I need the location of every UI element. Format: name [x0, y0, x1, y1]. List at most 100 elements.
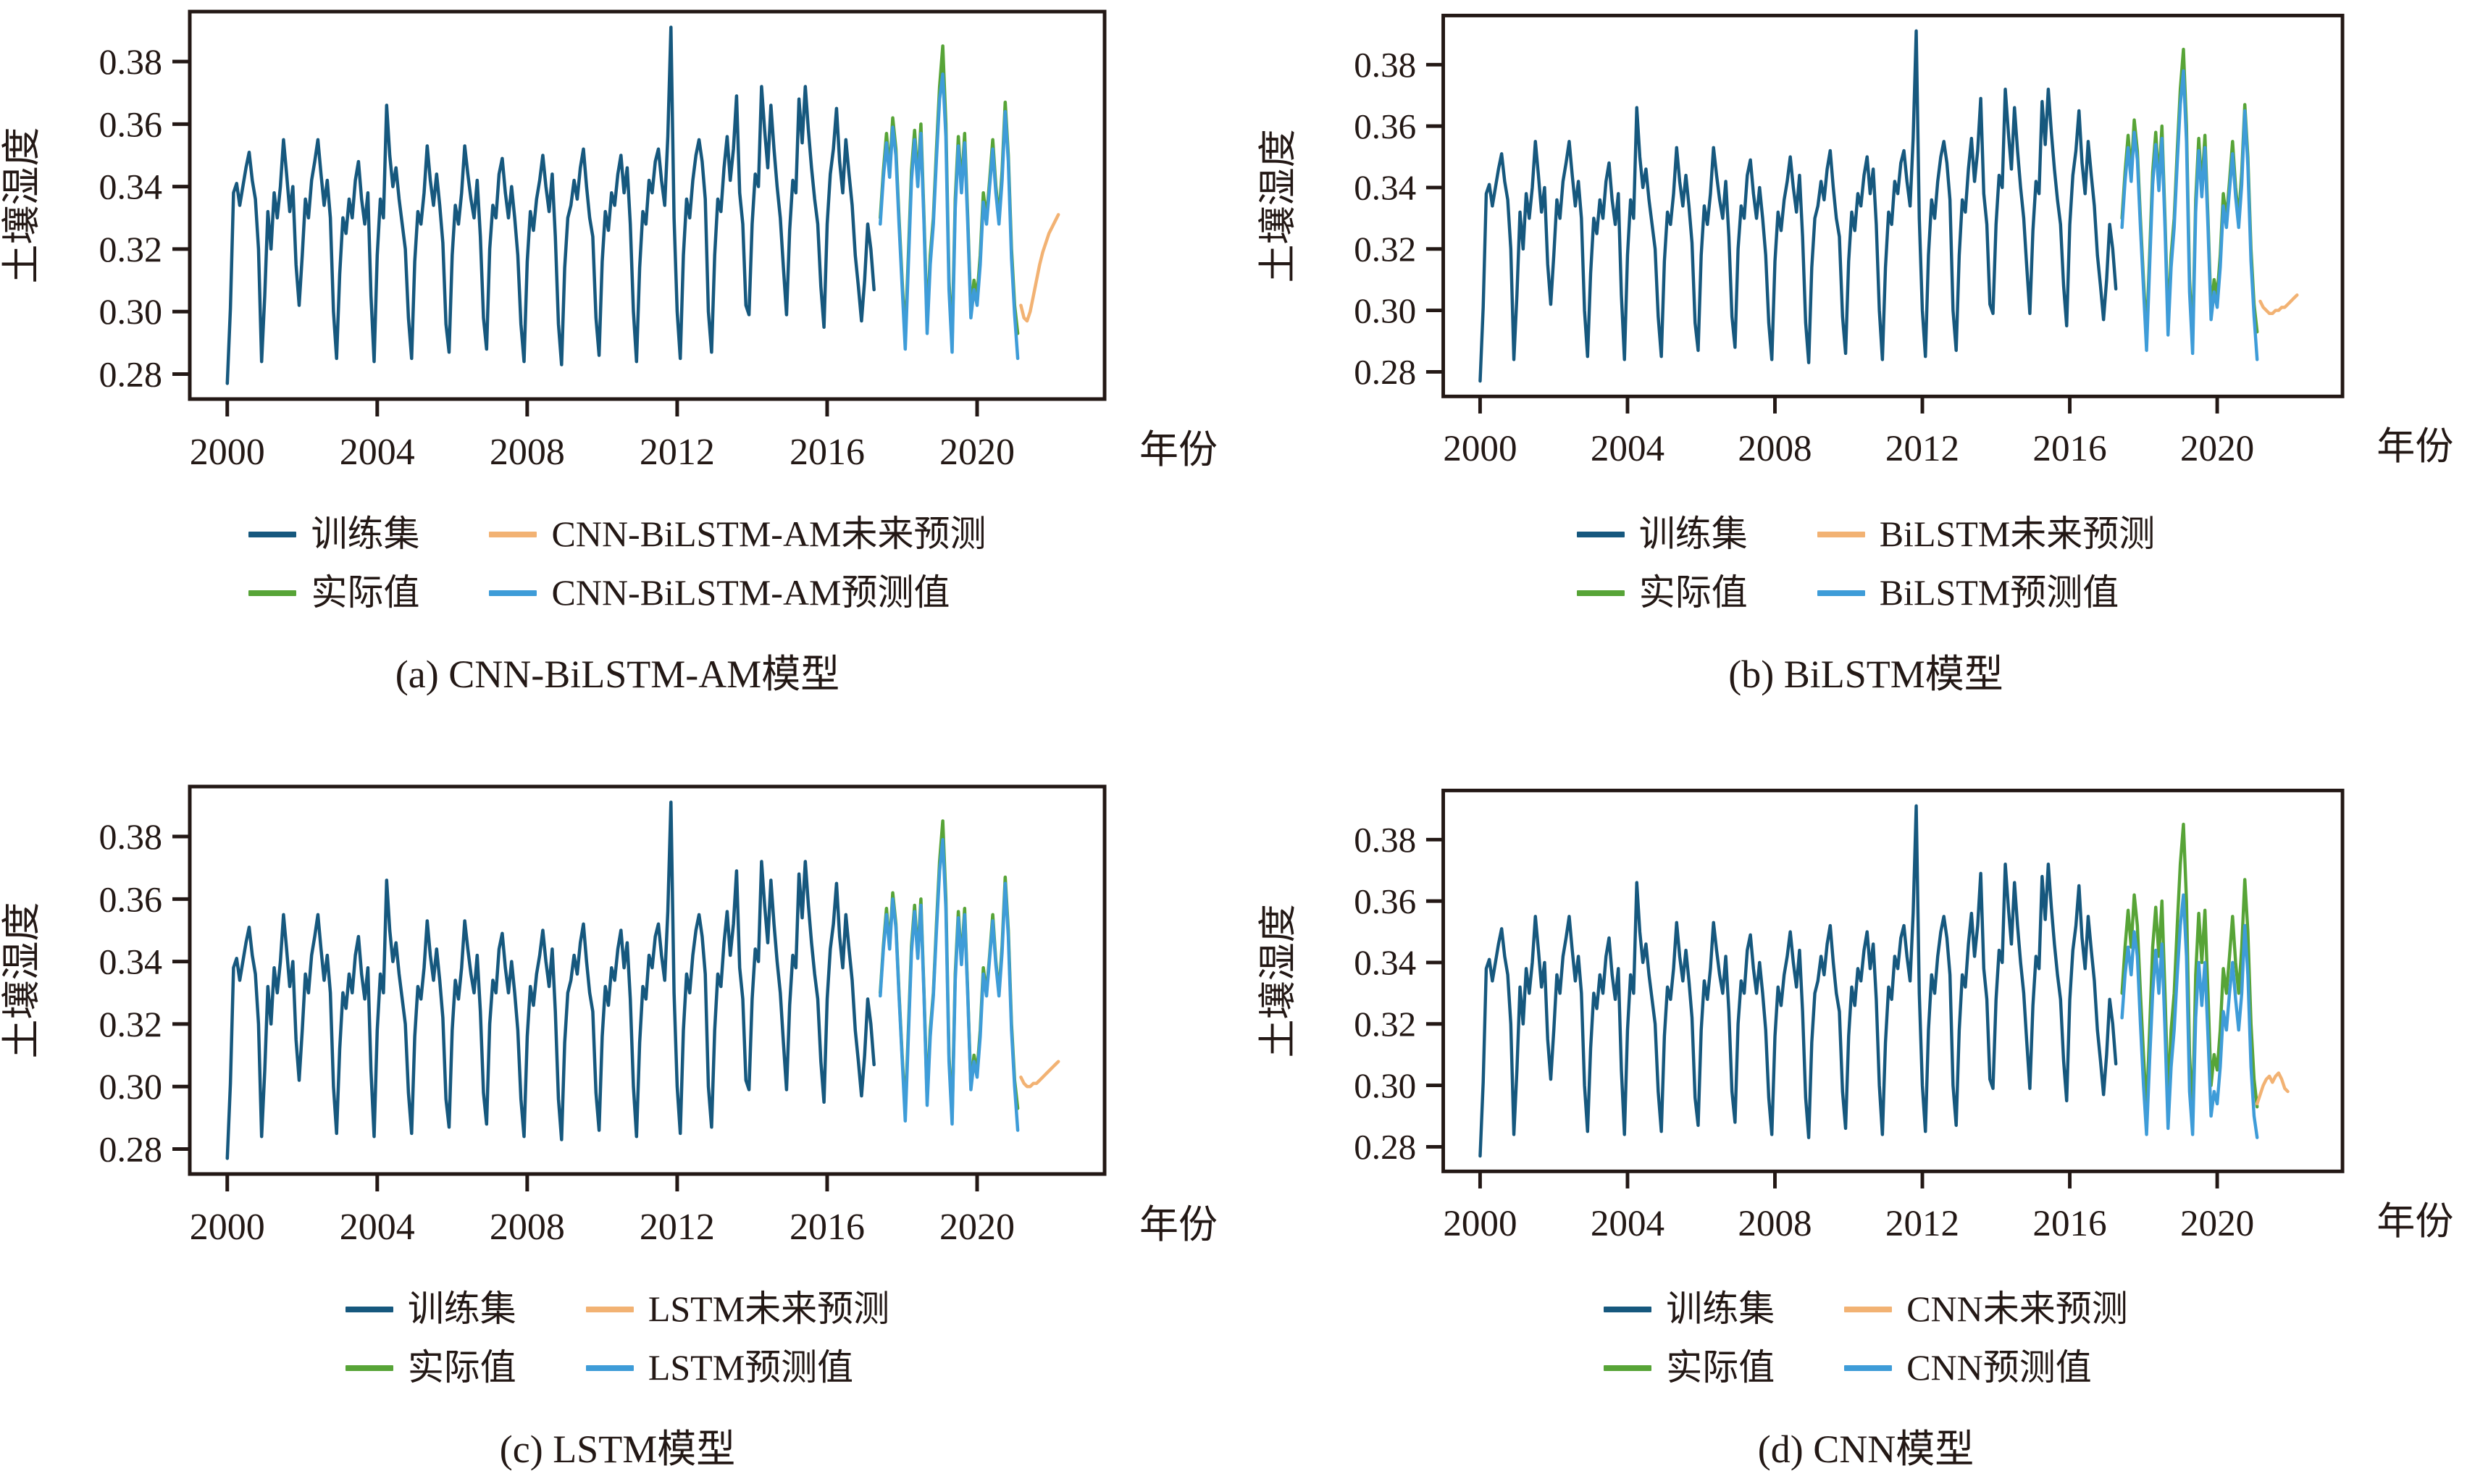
legend-swatch-actual: [1576, 590, 1625, 596]
legend-item-future: CNN-BiLSTM-AM未来预测: [489, 513, 987, 554]
future-prediction-line: [1019, 213, 1060, 323]
line-chart-lstm: 0.28 0.30 0.32 0.34 0.36 0.38 2000 2004 2008 2012…: [0, 784, 1218, 1248]
x-tick-label: 2004: [1591, 428, 1664, 469]
legend-label-training: 训练集: [407, 1288, 516, 1329]
x-tick-label: 2016: [2032, 1203, 2106, 1244]
y-tick-label: 0.36: [99, 104, 163, 144]
legend-swatch-training: [248, 531, 297, 537]
x-axis-title: 年份: [1139, 1203, 1218, 1246]
legend-swatch-predicted: [489, 590, 537, 596]
x-tick-label: 2020: [939, 432, 1015, 473]
y-tick-label: 0.30: [1354, 290, 1416, 330]
legend-swatch-future: [489, 531, 537, 537]
y-tick-label: 0.36: [1354, 106, 1416, 146]
legend-item-actual: 实际值: [345, 1347, 516, 1388]
y-axis-title: 土壤湿度: [0, 902, 43, 1059]
x-tick-label: 2020: [2180, 428, 2254, 469]
y-tick-label: 0.38: [99, 41, 163, 82]
y-tick-label: 0.28: [99, 353, 163, 394]
legend: 训练集 CNN未来预测 实际值 CNN预测值: [1257, 1289, 2475, 1388]
legend-label-actual: 实际值: [407, 1347, 516, 1388]
x-tick-label: 2004: [1591, 1203, 1664, 1244]
legend-item-training: 训练集: [1576, 513, 1748, 554]
y-axis: 0.28 0.30 0.32 0.34 0.36 0.38: [1354, 820, 1444, 1167]
x-tick-label: 2000: [1443, 1203, 1517, 1244]
y-tick-label: 0.34: [1354, 168, 1416, 208]
legend-label-actual: 实际值: [1666, 1347, 1775, 1388]
y-axis-title: 土壤湿度: [1257, 129, 1299, 282]
legend-item-actual: 实际值: [1604, 1348, 1775, 1388]
legend-label-predicted: BiLSTM预测值: [1879, 572, 2119, 613]
x-tick-label: 2000: [190, 1207, 265, 1248]
y-axis: 0.28 0.30 0.32 0.34 0.36 0.38: [99, 41, 190, 394]
x-tick-label: 2020: [939, 1207, 1015, 1248]
legend-label-future: CNN-BiLSTM-AM未来预测: [551, 513, 987, 554]
y-tick-label: 0.38: [1354, 820, 1416, 860]
legend-swatch-training: [1604, 1306, 1652, 1312]
legend-swatch-predicted: [1817, 590, 1865, 596]
legend-item-predicted: CNN预测值: [1844, 1348, 2128, 1388]
legend-label-future: BiLSTM未来预测: [1879, 513, 2156, 554]
legend-label-actual: 实际值: [311, 572, 420, 613]
x-axis-title: 年份: [1139, 428, 1218, 471]
legend-item-future: BiLSTM未来预测: [1817, 513, 2156, 554]
predicted-series-line: [879, 72, 1020, 361]
legend-label-future: CNN未来预测: [1906, 1288, 2128, 1329]
panel-caption: (d) CNN模型: [1757, 1428, 1974, 1471]
x-axis: 2000 2004 2008 2012 2016 2020: [1443, 1171, 2254, 1244]
legend-swatch-training: [1576, 531, 1625, 537]
predicted-series-line: [2120, 893, 2259, 1139]
legend-label-actual: 实际值: [1638, 572, 1748, 613]
x-tick-label: 2000: [1443, 428, 1517, 469]
x-tick-label: 2008: [490, 1207, 565, 1248]
future-prediction-line: [2255, 1071, 2290, 1106]
x-tick-label: 2004: [340, 1207, 415, 1248]
y-axis-title: 土壤湿度: [0, 127, 43, 284]
x-axis-title: 年份: [2376, 426, 2453, 468]
legend-item-training: 训练集: [345, 1288, 516, 1329]
panel-lstm: 0.28 0.30 0.32 0.34 0.36 0.38 2000 2004 2008 2012…: [0, 742, 1235, 1484]
legend-label-training: 训练集: [311, 513, 420, 554]
y-axis: 0.28 0.30 0.32 0.34 0.36 0.38: [99, 816, 190, 1169]
legend-label-training: 训练集: [1638, 513, 1748, 554]
legend-label-training: 训练集: [1666, 1288, 1775, 1329]
legend-swatch-future: [585, 1306, 634, 1312]
training-series-line: [1478, 29, 2118, 383]
x-axis: 2000 2004 2008 2012 2016 2020: [190, 399, 1015, 473]
legend-swatch-predicted: [585, 1364, 634, 1371]
y-tick-label: 0.32: [99, 229, 163, 269]
legend: 训练集 LSTM未来预测 实际值 LSTM预测值: [0, 1289, 1235, 1388]
y-tick-label: 0.34: [99, 167, 163, 207]
future-prediction-line: [2258, 293, 2299, 316]
plot-frame: [1441, 788, 2345, 1173]
plot-frame: [188, 9, 1107, 401]
training-series-line: [1478, 804, 2118, 1158]
y-tick-label: 0.34: [1354, 943, 1416, 983]
legend-item-actual: 实际值: [1576, 572, 1748, 613]
line-chart-cnn-bilstm-am: 0.28 0.30 0.32 0.34 0.36 0.38 2000 2004 2008 2012…: [0, 9, 1218, 473]
legend-swatch-training: [345, 1306, 393, 1312]
x-tick-label: 2012: [1885, 428, 1959, 469]
y-axis: 0.28 0.30 0.32 0.34 0.36 0.38: [1354, 45, 1444, 392]
legend-swatch-actual: [1604, 1364, 1652, 1371]
x-tick-label: 2020: [2180, 1203, 2254, 1244]
y-tick-label: 0.38: [1354, 45, 1416, 85]
x-tick-label: 2004: [340, 432, 415, 473]
predicted-series-line: [879, 838, 1020, 1132]
legend-label-predicted: CNN预测值: [1906, 1347, 2092, 1388]
y-tick-label: 0.36: [99, 879, 163, 919]
x-tick-label: 2016: [2032, 428, 2106, 469]
panel-bilstm: 0.28 0.30 0.32 0.34 0.36 0.38 2000 2004 2008 2012…: [1235, 0, 2475, 742]
line-chart-bilstm: 0.28 0.30 0.32 0.34 0.36 0.38 2000 2004 2008 2012…: [1257, 13, 2453, 469]
legend-swatch-predicted: [1844, 1364, 1893, 1371]
legend-item-future: CNN未来预测: [1844, 1289, 2128, 1329]
legend-item-predicted: LSTM预测值: [585, 1348, 889, 1388]
future-prediction-line: [1019, 1060, 1060, 1089]
x-axis: 2000 2004 2008 2012 2016 2020: [190, 1174, 1015, 1248]
legend-item-predicted: CNN-BiLSTM-AM预测值: [489, 573, 986, 613]
legend: 训练集 BiLSTM未来预测 实际值 BiLSTM预测值: [1257, 514, 2475, 613]
x-tick-label: 2016: [790, 1207, 865, 1248]
legend-item-training: 训练集: [1604, 1289, 1775, 1329]
predicted-series-line: [2120, 69, 2259, 361]
